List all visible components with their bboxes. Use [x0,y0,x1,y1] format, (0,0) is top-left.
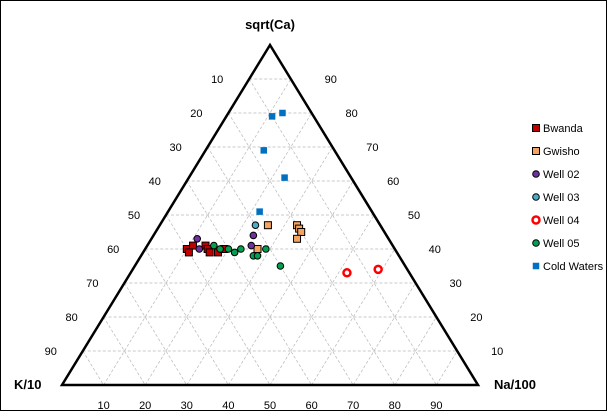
legend-label: Well 05 [543,238,579,250]
data-point [216,245,224,253]
data-point [262,245,270,253]
tick-label-left: 40 [149,176,161,188]
data-point [268,113,276,120]
tick-label-left: 80 [65,312,77,324]
tick-label-right: 10 [491,346,503,358]
legend-label: Well 02 [543,169,579,181]
grid-line [269,214,375,386]
tick-label-bottom: 50 [264,400,276,411]
data-point [253,252,262,260]
tick-label-bottom: 60 [305,400,317,411]
grid-line [436,350,458,386]
data-point [224,245,233,253]
tick-label-left: 10 [211,74,223,86]
tick-label-right: 70 [366,142,378,154]
data-point [279,109,286,117]
legend-label: Gwisho [543,146,580,158]
data-point [293,234,302,243]
tick-label-left: 70 [86,278,98,290]
legend-label: Well 03 [543,192,579,204]
tick-label-bottom: 40 [222,400,234,411]
grid-line [103,78,292,386]
grid-line [124,282,188,386]
legend-marker [531,215,541,225]
data-point [260,147,268,154]
tick-label-right: 80 [345,108,357,120]
data-point [184,248,193,257]
data-point [247,241,256,250]
tick-label-left: 50 [128,210,140,222]
tick-label-bottom: 30 [181,400,193,411]
data-point [195,245,204,253]
grid-line [144,248,229,386]
tick-label-bottom: 90 [430,400,442,411]
tick-label-bottom: 80 [389,400,401,411]
grid-line [103,316,146,386]
data-point [297,228,306,236]
tick-label-left: 90 [45,346,57,358]
grid-line [394,316,437,386]
legend-marker [532,124,540,132]
grid-line [352,282,416,386]
data-point [342,268,352,278]
grid-line [248,78,437,386]
legend: Bwanda Gwisho Well 02 Well 03 Well 04 Well 05… [531,123,604,273]
data-point [253,245,262,253]
grid-line [144,112,312,386]
legend-marker [532,170,540,178]
data-point [276,262,285,270]
legend-marker [532,262,540,270]
apex-label-top: sqrt(Ca) [245,17,295,32]
data-point [251,221,260,229]
data-point [263,221,272,230]
legend-label: Well 04 [543,215,579,227]
grid-line [165,214,271,386]
data-point [373,264,383,275]
tick-label-right: 50 [408,210,420,222]
legend-label: Cold Waters [543,261,604,273]
tick-label-left: 30 [169,142,181,154]
tick-label-bottom: 70 [347,400,359,411]
data-point [249,231,258,240]
triangle-outline [59,42,481,387]
grid-line [186,146,333,386]
legend-marker [532,147,540,155]
data-point [193,235,201,243]
data-point [256,208,263,215]
data-point [189,241,198,250]
tick-label-bottom: 20 [139,400,151,411]
tick-labels: 10 90 10 20 80 20 30 70 30 40 60 40 50 50 50 60 40 60 70 30… [45,74,504,411]
apex-label-right: Na/100 [494,377,536,392]
data-point [230,248,239,257]
tick-label-right: 40 [429,244,441,256]
data-point [237,245,245,253]
tick-label-right: 60 [387,176,399,188]
tick-label-left: 20 [190,108,202,120]
data-points [182,109,383,278]
grid-line [82,350,104,386]
tick-label-right: 20 [470,312,482,324]
grid-line [207,146,354,386]
data-point [281,174,288,181]
apex-label-left: K/10 [14,377,41,392]
grid-lines [82,78,458,386]
tick-label-bottom: 10 [97,400,109,411]
legend-label: Bwanda [543,123,584,135]
data-point [205,248,214,257]
legend-marker [532,239,540,247]
legend-marker [532,193,540,201]
tick-label-right: 30 [449,278,461,290]
tick-label-right: 90 [325,74,337,86]
tick-label-left: 60 [107,244,119,256]
data-point [210,241,218,250]
grid-line [228,112,396,386]
